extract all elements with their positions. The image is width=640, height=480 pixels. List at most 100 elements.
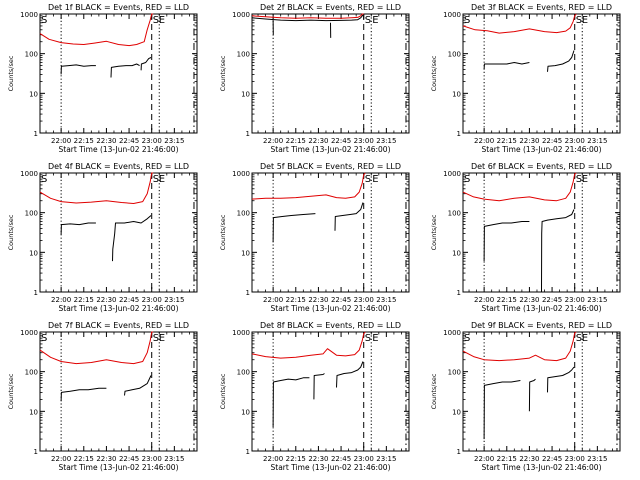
y-tick-label: 100 bbox=[237, 210, 250, 218]
events-series-line bbox=[110, 63, 140, 78]
detector-panel-4: Det 4f BLACK = Events, RED = LLD 1000 100 1… bbox=[7, 162, 198, 313]
x-axis-label: Start Time (13-Jun-02 21:46:00) bbox=[59, 145, 179, 154]
interval-marker-label: S bbox=[365, 15, 371, 26]
y-tick-label: 1000 bbox=[443, 11, 461, 19]
detector-panel-8: Det 8f BLACK = Events, RED = LLD 1000 100 1… bbox=[219, 321, 410, 472]
x-tick-label: 22:45 bbox=[542, 296, 562, 304]
y-tick-label: 1 bbox=[457, 448, 461, 456]
x-axis-label: Start Time (13-Jun-02 21:46:00) bbox=[271, 304, 391, 313]
x-tick-label: 23:00 bbox=[565, 455, 585, 463]
interval-marker-label: E bbox=[372, 333, 378, 344]
y-axis-label: Counts/sec bbox=[219, 373, 227, 409]
events-series-line bbox=[140, 57, 152, 71]
x-axis-label: Start Time (13-Jun-02 21:46:00) bbox=[482, 463, 602, 472]
interval-marker-label: E bbox=[372, 15, 378, 26]
y-tick-label: 1000 bbox=[20, 11, 38, 19]
x-axis-label: Start Time (13-Jun-02 21:46:00) bbox=[482, 145, 602, 154]
interval-marker-label: S bbox=[464, 174, 470, 185]
interval-marker-label: S bbox=[41, 333, 47, 344]
events-series-line bbox=[313, 373, 325, 400]
y-tick-label: 10 bbox=[241, 90, 250, 98]
y-tick-label: 1000 bbox=[20, 329, 38, 337]
plot-frame bbox=[39, 13, 198, 134]
x-tick-label: 22:45 bbox=[331, 455, 351, 463]
x-tick-label: 23:15 bbox=[587, 455, 607, 463]
plot-frame bbox=[251, 331, 410, 452]
x-tick-label: 22:30 bbox=[519, 296, 539, 304]
plot-frame bbox=[251, 172, 410, 293]
y-tick-label: 1 bbox=[457, 289, 461, 297]
y-tick-label: 10 bbox=[452, 249, 461, 257]
x-tick-label: 23:00 bbox=[142, 137, 162, 145]
interval-marker-label: S bbox=[365, 333, 371, 344]
events-series-line bbox=[483, 380, 521, 440]
x-tick-label: 23:15 bbox=[376, 455, 396, 463]
y-tick-label: 1000 bbox=[232, 170, 250, 178]
plot-frame bbox=[39, 331, 198, 452]
x-tick-label: 23:00 bbox=[354, 455, 374, 463]
interval-marker-label: S bbox=[365, 174, 371, 185]
y-tick-label: 100 bbox=[448, 51, 461, 59]
interval-marker-label: S bbox=[576, 333, 582, 344]
y-axis-label: Counts/sec bbox=[219, 214, 227, 250]
lld-series-line bbox=[462, 172, 577, 202]
x-axis-label: Start Time (13-Jun-02 21:46:00) bbox=[482, 304, 602, 313]
y-tick-label: 1000 bbox=[443, 170, 461, 178]
x-tick-label: 22:00 bbox=[474, 137, 494, 145]
x-tick-label: 22:00 bbox=[263, 296, 283, 304]
y-tick-label: 1 bbox=[457, 130, 461, 138]
chart-title: Det 7f BLACK = Events, RED = LLD bbox=[48, 321, 189, 330]
x-tick-label: 23:00 bbox=[142, 296, 162, 304]
interval-marker-label: S bbox=[153, 333, 159, 344]
y-axis-label: Counts/sec bbox=[7, 55, 15, 91]
x-tick-label: 23:00 bbox=[565, 296, 585, 304]
x-tick-label: 22:30 bbox=[308, 455, 328, 463]
y-axis-label: Counts/sec bbox=[430, 214, 438, 250]
y-tick-label: 1000 bbox=[232, 329, 250, 337]
x-tick-label: 22:30 bbox=[96, 296, 116, 304]
interval-marker-label: S bbox=[153, 174, 159, 185]
events-series-line bbox=[547, 366, 575, 393]
y-tick-label: 10 bbox=[29, 90, 38, 98]
x-tick-label: 22:00 bbox=[51, 296, 71, 304]
y-tick-label: 100 bbox=[448, 210, 461, 218]
x-tick-label: 23:15 bbox=[164, 455, 184, 463]
plot-frame bbox=[39, 172, 198, 293]
y-axis-label: Counts/sec bbox=[430, 373, 438, 409]
lld-series-line bbox=[251, 331, 366, 359]
events-series-line bbox=[251, 14, 364, 22]
x-axis-label: Start Time (13-Jun-02 21:46:00) bbox=[271, 463, 391, 472]
y-tick-label: 1000 bbox=[443, 329, 461, 337]
x-tick-label: 23:00 bbox=[565, 137, 585, 145]
chart-title: Det 5f BLACK = Events, RED = LLD bbox=[260, 162, 401, 171]
x-tick-label: 22:30 bbox=[308, 137, 328, 145]
events-series-line bbox=[112, 215, 152, 262]
detector-panel-3: Det 3f BLACK = Events, RED = LLD 1000 100 1… bbox=[430, 3, 621, 154]
y-tick-label: 1 bbox=[246, 448, 250, 456]
chart-title: Det 6f BLACK = Events, RED = LLD bbox=[471, 162, 612, 171]
events-series-line bbox=[272, 377, 310, 428]
x-tick-label: 23:15 bbox=[587, 137, 607, 145]
chart-title: Det 4f BLACK = Events, RED = LLD bbox=[48, 162, 189, 171]
y-tick-label: 100 bbox=[237, 51, 250, 59]
x-tick-label: 22:00 bbox=[51, 137, 71, 145]
lld-series-line bbox=[39, 13, 154, 47]
x-axis-label: Start Time (13-Jun-02 21:46:00) bbox=[59, 463, 179, 472]
y-tick-label: 1 bbox=[34, 448, 38, 456]
detector-panel-6: Det 6f BLACK = Events, RED = LLD 1000 100 1… bbox=[430, 162, 621, 313]
y-tick-label: 10 bbox=[29, 249, 38, 257]
detector-panel-1: Det 1f BLACK = Events, RED = LLD 1000 100 1… bbox=[7, 3, 198, 154]
interval-marker-label: S bbox=[576, 15, 582, 26]
interval-marker-label: S bbox=[41, 15, 47, 26]
x-tick-label: 22:45 bbox=[331, 137, 351, 145]
y-axis-label: Counts/sec bbox=[7, 214, 15, 250]
y-tick-label: 10 bbox=[241, 249, 250, 257]
interval-marker-label: E bbox=[372, 174, 378, 185]
x-tick-label: 22:00 bbox=[51, 455, 71, 463]
y-axis-label: Counts/sec bbox=[219, 55, 227, 91]
detector-panel-2: Det 2f BLACK = Events, RED = LLD 1000 100 1… bbox=[219, 3, 410, 154]
x-tick-label: 23:00 bbox=[354, 137, 374, 145]
x-tick-label: 22:45 bbox=[331, 296, 351, 304]
x-tick-label: 22:15 bbox=[286, 455, 306, 463]
detector-panel-5: Det 5f BLACK = Events, RED = LLD 1000 100 1… bbox=[219, 162, 410, 313]
